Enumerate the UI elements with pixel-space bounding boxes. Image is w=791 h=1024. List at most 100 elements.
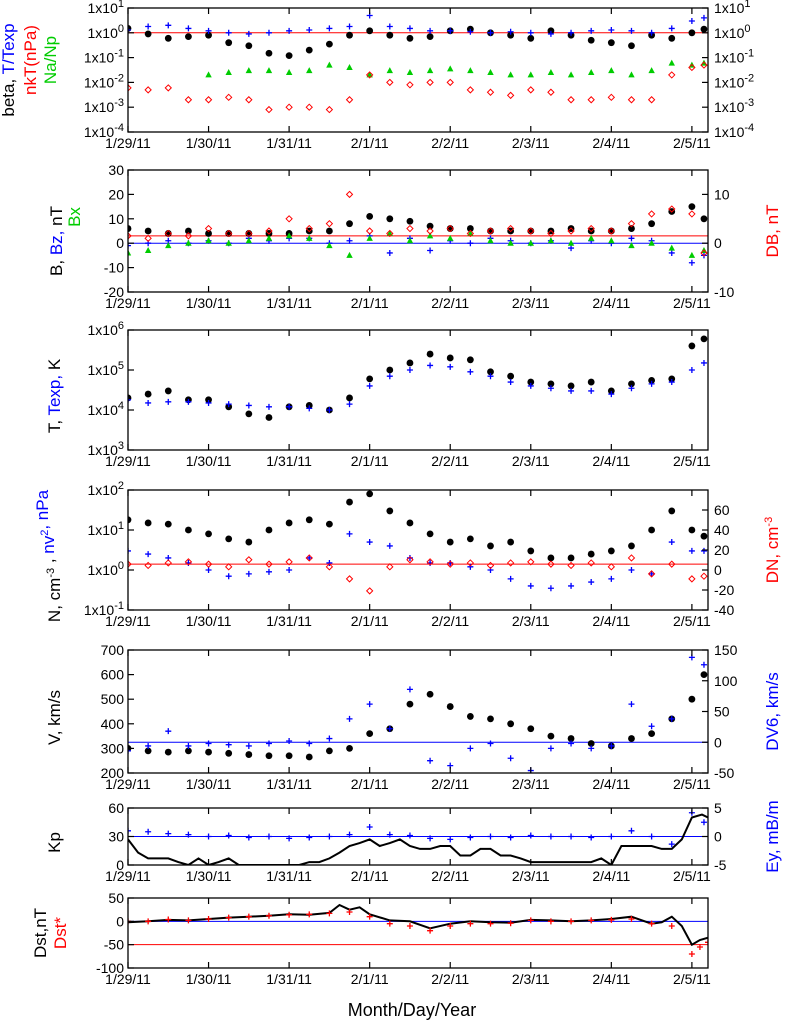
data-point <box>607 547 615 555</box>
data-point <box>527 378 535 386</box>
y-axis-title-line1: beta, T/Texp <box>0 23 18 116</box>
x-tick-label: 2/3/11 <box>512 135 550 151</box>
data-point <box>205 71 212 78</box>
data-point <box>487 69 494 76</box>
data-point <box>507 575 514 582</box>
y2-tick-label: 50 <box>714 704 730 720</box>
data-point <box>688 695 696 703</box>
data-point <box>628 385 635 392</box>
y2-axis-title: DN, cm-3 <box>763 517 782 583</box>
y2-tick-label: 40 <box>714 522 730 538</box>
x-tick-label: 2/5/11 <box>673 135 711 151</box>
data-point <box>648 67 655 74</box>
data-point <box>164 387 172 395</box>
data-point <box>205 27 212 34</box>
data-point <box>688 259 695 266</box>
data-point <box>446 354 454 362</box>
plot-area <box>128 490 708 595</box>
y2-tick-label: -50 <box>714 765 734 781</box>
data-point <box>346 401 353 408</box>
data-point <box>306 740 313 747</box>
data-point <box>225 573 232 580</box>
data-point <box>185 526 192 534</box>
data-point <box>245 42 253 50</box>
data-point <box>185 742 192 749</box>
data-point <box>648 730 656 738</box>
y-tick-label: 0 <box>116 235 124 251</box>
y2-tick-label: 1x101 <box>714 0 750 16</box>
data-point <box>406 556 414 564</box>
data-point <box>205 567 212 573</box>
data-point <box>467 563 474 570</box>
data-point <box>145 828 152 835</box>
series-line <box>128 813 708 865</box>
data-point <box>447 65 454 72</box>
data-point <box>286 567 293 573</box>
y-tick-label: 1x106 <box>88 320 124 338</box>
data-point <box>426 558 434 566</box>
data-point <box>628 827 635 834</box>
x-tick-label: 1/29/11 <box>105 453 151 469</box>
data-point <box>205 740 212 747</box>
data-point <box>185 25 192 32</box>
data-point <box>487 29 494 36</box>
data-point <box>427 27 434 34</box>
data-point <box>144 390 152 398</box>
data-point <box>608 742 615 749</box>
data-point <box>265 833 272 840</box>
data-point <box>567 227 575 235</box>
data-point <box>668 379 675 386</box>
data-point <box>466 713 474 720</box>
data-point <box>366 27 374 35</box>
data-point <box>446 560 454 568</box>
data-point <box>265 67 273 74</box>
x-tick-label: 2/4/11 <box>592 453 630 469</box>
data-point <box>688 17 695 24</box>
data-point <box>608 26 615 33</box>
plot-area <box>128 903 708 957</box>
y2-axis-title: DB, nT <box>763 205 782 258</box>
data-point <box>366 913 373 920</box>
data-point <box>568 740 575 747</box>
x-tick-label: 2/5/11 <box>673 868 711 884</box>
data-point <box>144 519 152 527</box>
y-tick-label: 600 <box>101 667 125 683</box>
data-point <box>588 579 595 586</box>
data-point <box>466 225 474 232</box>
data-point <box>527 558 535 566</box>
data-point <box>326 25 333 32</box>
data-point <box>506 91 515 100</box>
data-point <box>165 728 172 735</box>
data-point <box>128 747 131 754</box>
data-point <box>386 507 394 515</box>
data-point <box>185 747 192 755</box>
data-point <box>185 831 192 838</box>
data-point <box>547 237 555 244</box>
data-point <box>527 382 534 389</box>
data-point <box>647 96 656 104</box>
data-point <box>265 752 273 760</box>
data-point <box>608 237 615 244</box>
data-point <box>386 563 394 571</box>
data-point <box>144 234 152 243</box>
x-tick-label: 2/3/11 <box>512 613 550 629</box>
x-tick-label: 2/2/11 <box>431 868 469 884</box>
data-point <box>668 25 675 32</box>
data-point <box>144 30 152 38</box>
data-point <box>406 554 413 561</box>
data-point <box>386 831 393 838</box>
data-point <box>467 67 474 74</box>
data-point <box>165 242 172 249</box>
data-point <box>700 547 707 554</box>
panel-4: 1/29/11 1/30/11 1/31/11 2/1/11 2/2/11 2/3/11 2… <box>33 480 782 629</box>
data-point <box>365 71 374 79</box>
x-tick-label: 1/31/11 <box>266 135 312 151</box>
y2-tick-label: 5 <box>714 800 722 816</box>
data-point <box>467 745 474 752</box>
data-point <box>588 834 595 841</box>
data-point <box>648 380 655 387</box>
data-point <box>365 587 374 595</box>
data-point <box>547 69 555 76</box>
data-point <box>700 661 707 668</box>
data-point <box>547 745 554 752</box>
